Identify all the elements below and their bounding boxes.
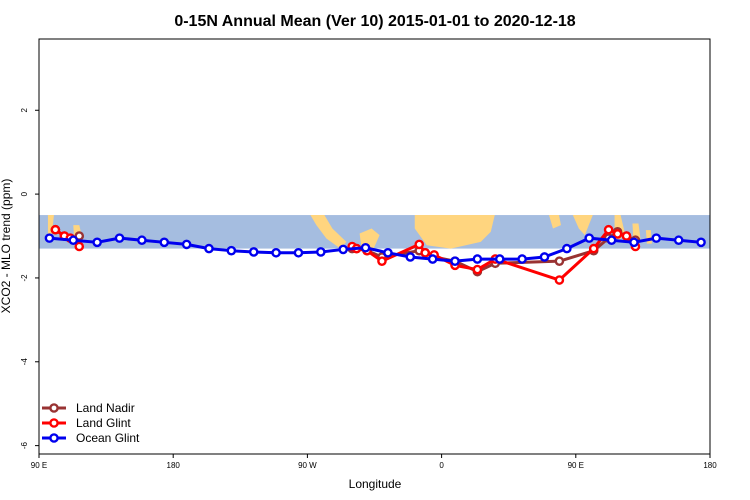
legend-entry: Land Glint (76, 416, 131, 430)
data-point (450, 256, 460, 266)
x-axis-label: Longitude (349, 477, 402, 491)
data-point (472, 264, 483, 275)
data-point (68, 235, 79, 246)
data-point (651, 233, 662, 243)
x-tick-label: 0 (439, 461, 444, 470)
data-point (338, 244, 348, 255)
data-point (159, 237, 170, 248)
x-tick-label: 180 (167, 461, 181, 470)
data-point (316, 247, 326, 257)
data-point (427, 254, 438, 264)
data-point (588, 243, 599, 254)
data-point (420, 247, 430, 258)
data-point (293, 247, 304, 258)
data-point (360, 242, 371, 253)
data-point (673, 235, 684, 246)
data-point (137, 235, 147, 246)
series-layer (44, 224, 706, 285)
data-point (405, 252, 416, 262)
plot-frame (38, 38, 711, 455)
series-line (351, 228, 637, 282)
legend-entry: Ocean Glint (76, 431, 140, 445)
data-point (562, 243, 572, 254)
data-point (50, 224, 61, 235)
data-point (226, 245, 237, 256)
data-point (271, 247, 281, 258)
data-point (629, 237, 639, 248)
data-point (554, 275, 565, 285)
data-point (472, 254, 483, 264)
data-point (554, 256, 565, 266)
y-axis: -6 -4 -2 0 2 (20, 107, 39, 449)
data-point (92, 237, 102, 248)
x-tick-label: 90 E (31, 461, 47, 470)
x-tick-label: 90 E (568, 461, 584, 470)
y-tick-label: -2 (20, 274, 29, 282)
x-tick-label: 180 (703, 461, 717, 470)
data-point (584, 233, 595, 243)
data-point (603, 224, 614, 235)
land-shape (645, 230, 652, 244)
data-point (494, 254, 505, 264)
legend-marker (49, 403, 59, 413)
data-point (181, 239, 192, 250)
data-point (696, 237, 706, 248)
data-point (606, 235, 617, 246)
data-point (377, 256, 387, 266)
legend-marker (49, 418, 59, 428)
data-point (414, 239, 425, 250)
y-tick-label: -4 (20, 358, 29, 366)
x-tick-label: 90 W (298, 461, 317, 470)
legend-marker (49, 433, 59, 443)
land-shape (572, 215, 593, 236)
y-tick-label: 0 (20, 191, 29, 196)
data-point (248, 247, 259, 257)
legend-entry: Land Nadir (76, 401, 135, 415)
land-shape (548, 215, 561, 229)
data-point (621, 231, 632, 241)
data-point (44, 233, 55, 243)
data-point (612, 229, 623, 239)
data-point (517, 254, 527, 264)
data-point (539, 252, 550, 262)
x-axis: 90 E 180 90 W 0 90 E 180 (31, 454, 717, 470)
data-point (74, 241, 85, 252)
data-point (383, 247, 393, 258)
y-tick-label: -6 (20, 442, 29, 450)
data-point (204, 243, 214, 254)
y-axis-label: XCO2 - MLO trend (ppm) (0, 179, 13, 314)
land-shape (414, 215, 495, 249)
series-land-glint (50, 224, 641, 285)
land-shape (310, 215, 347, 249)
data-point (114, 233, 125, 243)
y-tick-label: 2 (20, 107, 29, 112)
chart-title: 0-15N Annual Mean (Ver 10) 2015-01-01 to… (174, 13, 575, 30)
series-ocean-glint (44, 233, 706, 266)
